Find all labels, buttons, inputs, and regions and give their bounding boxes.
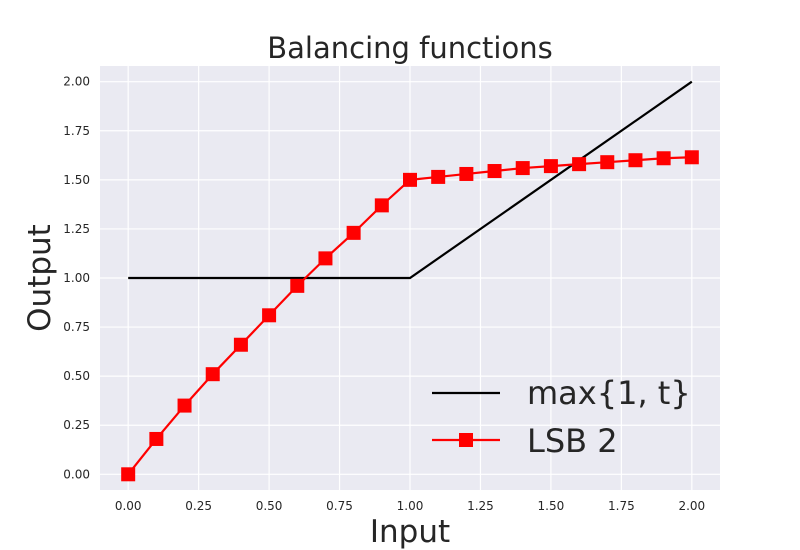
x-tick-label: 1.00 [397,499,424,513]
y-tick-label: 1.25 [63,222,90,236]
series-group [121,80,699,482]
data-point [487,164,502,179]
x-axis-label: Input [370,514,450,550]
x-tick-label: 0.50 [256,499,283,513]
data-point [459,166,474,181]
data-point [684,150,699,165]
data-point [121,467,136,482]
y-tick-label: 1.00 [63,271,90,285]
y-tick-label: 1.50 [63,173,90,187]
x-tick-label: 1.75 [608,499,635,513]
x-tick-label: 0.75 [326,499,353,513]
data-point [177,398,192,413]
data-point [149,431,164,446]
data-point [262,308,277,323]
chart-title: Balancing functions [267,31,552,65]
x-tick-label: 1.50 [538,499,565,513]
data-point [346,225,361,240]
data-point [515,161,530,176]
data-point [205,367,220,382]
data-point [233,337,248,352]
x-tick-label: 0.00 [115,499,142,513]
data-point [374,198,389,213]
x-tick-label: 2.00 [678,499,705,513]
data-point [543,159,558,174]
x-tick-label: 1.25 [467,499,494,513]
y-tick-label: 0.00 [63,467,90,481]
legend: max{1, t} LSB 2 [432,374,691,460]
data-point [318,251,333,266]
data-point [403,172,417,187]
y-tick-label: 0.75 [63,320,90,334]
y-tick-label: 1.75 [63,124,90,138]
data-point [290,278,305,293]
data-point [572,157,587,172]
data-point [656,151,671,166]
legend-marker-lsb [459,433,473,447]
legend-label-lsb: LSB 2 [527,422,618,460]
y-tick-label: 0.50 [63,369,90,383]
legend-label-max: max{1, t} [527,374,691,412]
data-point [431,169,446,184]
x-tick-label: 0.25 [185,499,212,513]
series-line-0 [128,80,693,280]
data-point [600,155,615,170]
y-tick-label: 0.25 [63,418,90,432]
data-point [628,153,643,168]
y-tick-label: 2.00 [63,75,90,89]
y-axis-label: Output [22,224,58,332]
tick-labels: 0.00 0.25 0.50 0.75 1.00 1.25 1.50 1.75 2.00 0.00… [63,75,705,513]
